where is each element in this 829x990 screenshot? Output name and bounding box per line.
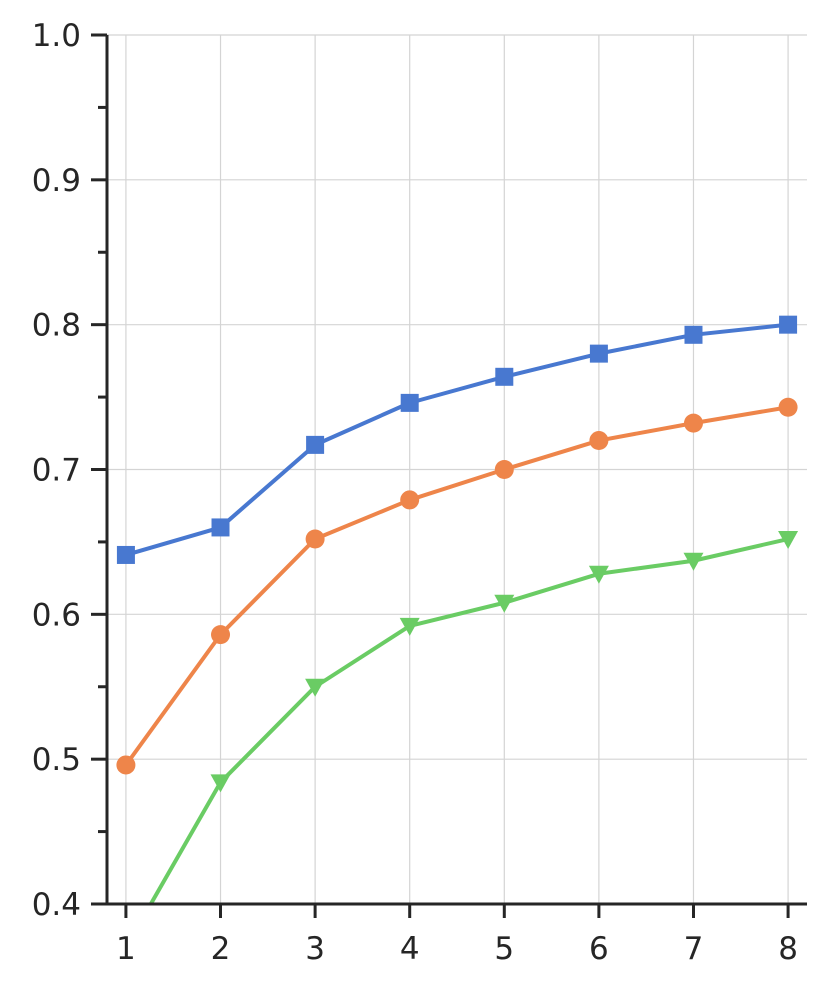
y-tick-label-6: 0.9 (32, 163, 81, 199)
series-1-point-1 (116, 545, 135, 564)
series-1-point-8 (779, 315, 798, 334)
y-tick-label-7: 1.0 (32, 18, 81, 54)
series-2-point-5 (494, 460, 514, 479)
series-3-point-6 (588, 565, 609, 584)
x-tick-label-7: 7 (684, 931, 704, 967)
tick-labels: 0.4 0.5 0.6 0.7 0.8 0.9 1.0 1 2 3 4 5 6 7 8 (32, 18, 798, 967)
series-2-point-7 (683, 413, 703, 433)
series-1-point-6 (589, 344, 608, 363)
series-3-point-4 (399, 617, 420, 636)
series-1-point-2 (211, 518, 230, 537)
x-tick-label-3: 3 (305, 931, 325, 967)
y-tick-label-2: 0.5 (32, 742, 81, 778)
series-2-point-4 (400, 490, 420, 510)
series-3 (147, 531, 799, 905)
series-2-point-2 (211, 625, 231, 645)
x-tick-label-2: 2 (211, 931, 231, 967)
x-tick-label-8: 8 (778, 931, 798, 967)
y-tick-label-1: 0.4 (32, 887, 81, 923)
series-3-point-7 (683, 552, 704, 571)
axes (91, 33, 807, 918)
series-2 (116, 397, 798, 775)
x-tick-label-4: 4 (400, 931, 420, 967)
series-1 (116, 315, 798, 564)
series-1-point-4 (400, 393, 419, 412)
x-tick-label-1: 1 (116, 931, 136, 967)
y-tick-label-3: 0.6 (32, 597, 81, 633)
series-layer (116, 315, 799, 905)
series-2-point-8 (778, 397, 798, 417)
y-tick-label-5: 0.8 (32, 308, 81, 344)
series-2-point-1 (116, 755, 136, 775)
series-1-point-3 (306, 435, 325, 454)
series-2-point-3 (305, 529, 325, 549)
y-tick-label-4: 0.7 (32, 453, 81, 489)
series-1-point-5 (495, 367, 514, 386)
series-3-point-8 (778, 531, 799, 550)
series-3-line (147, 537, 791, 905)
series-1-line (123, 322, 791, 557)
series-3-point-5 (494, 594, 515, 613)
x-tick-label-5: 5 (494, 931, 514, 967)
series-2-point-6 (589, 431, 609, 451)
series-2-line (123, 405, 791, 767)
series-1-point-7 (684, 325, 703, 344)
x-tick-label-6: 6 (589, 931, 609, 967)
series-3-point-3 (305, 678, 326, 697)
series-3-point-2 (210, 774, 231, 793)
grid-lines (107, 34, 807, 905)
